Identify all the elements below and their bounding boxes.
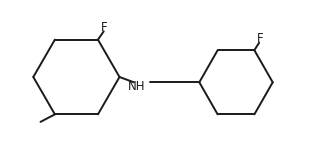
Text: F: F xyxy=(257,32,264,45)
Text: NH: NH xyxy=(128,80,146,93)
Text: F: F xyxy=(101,21,108,34)
